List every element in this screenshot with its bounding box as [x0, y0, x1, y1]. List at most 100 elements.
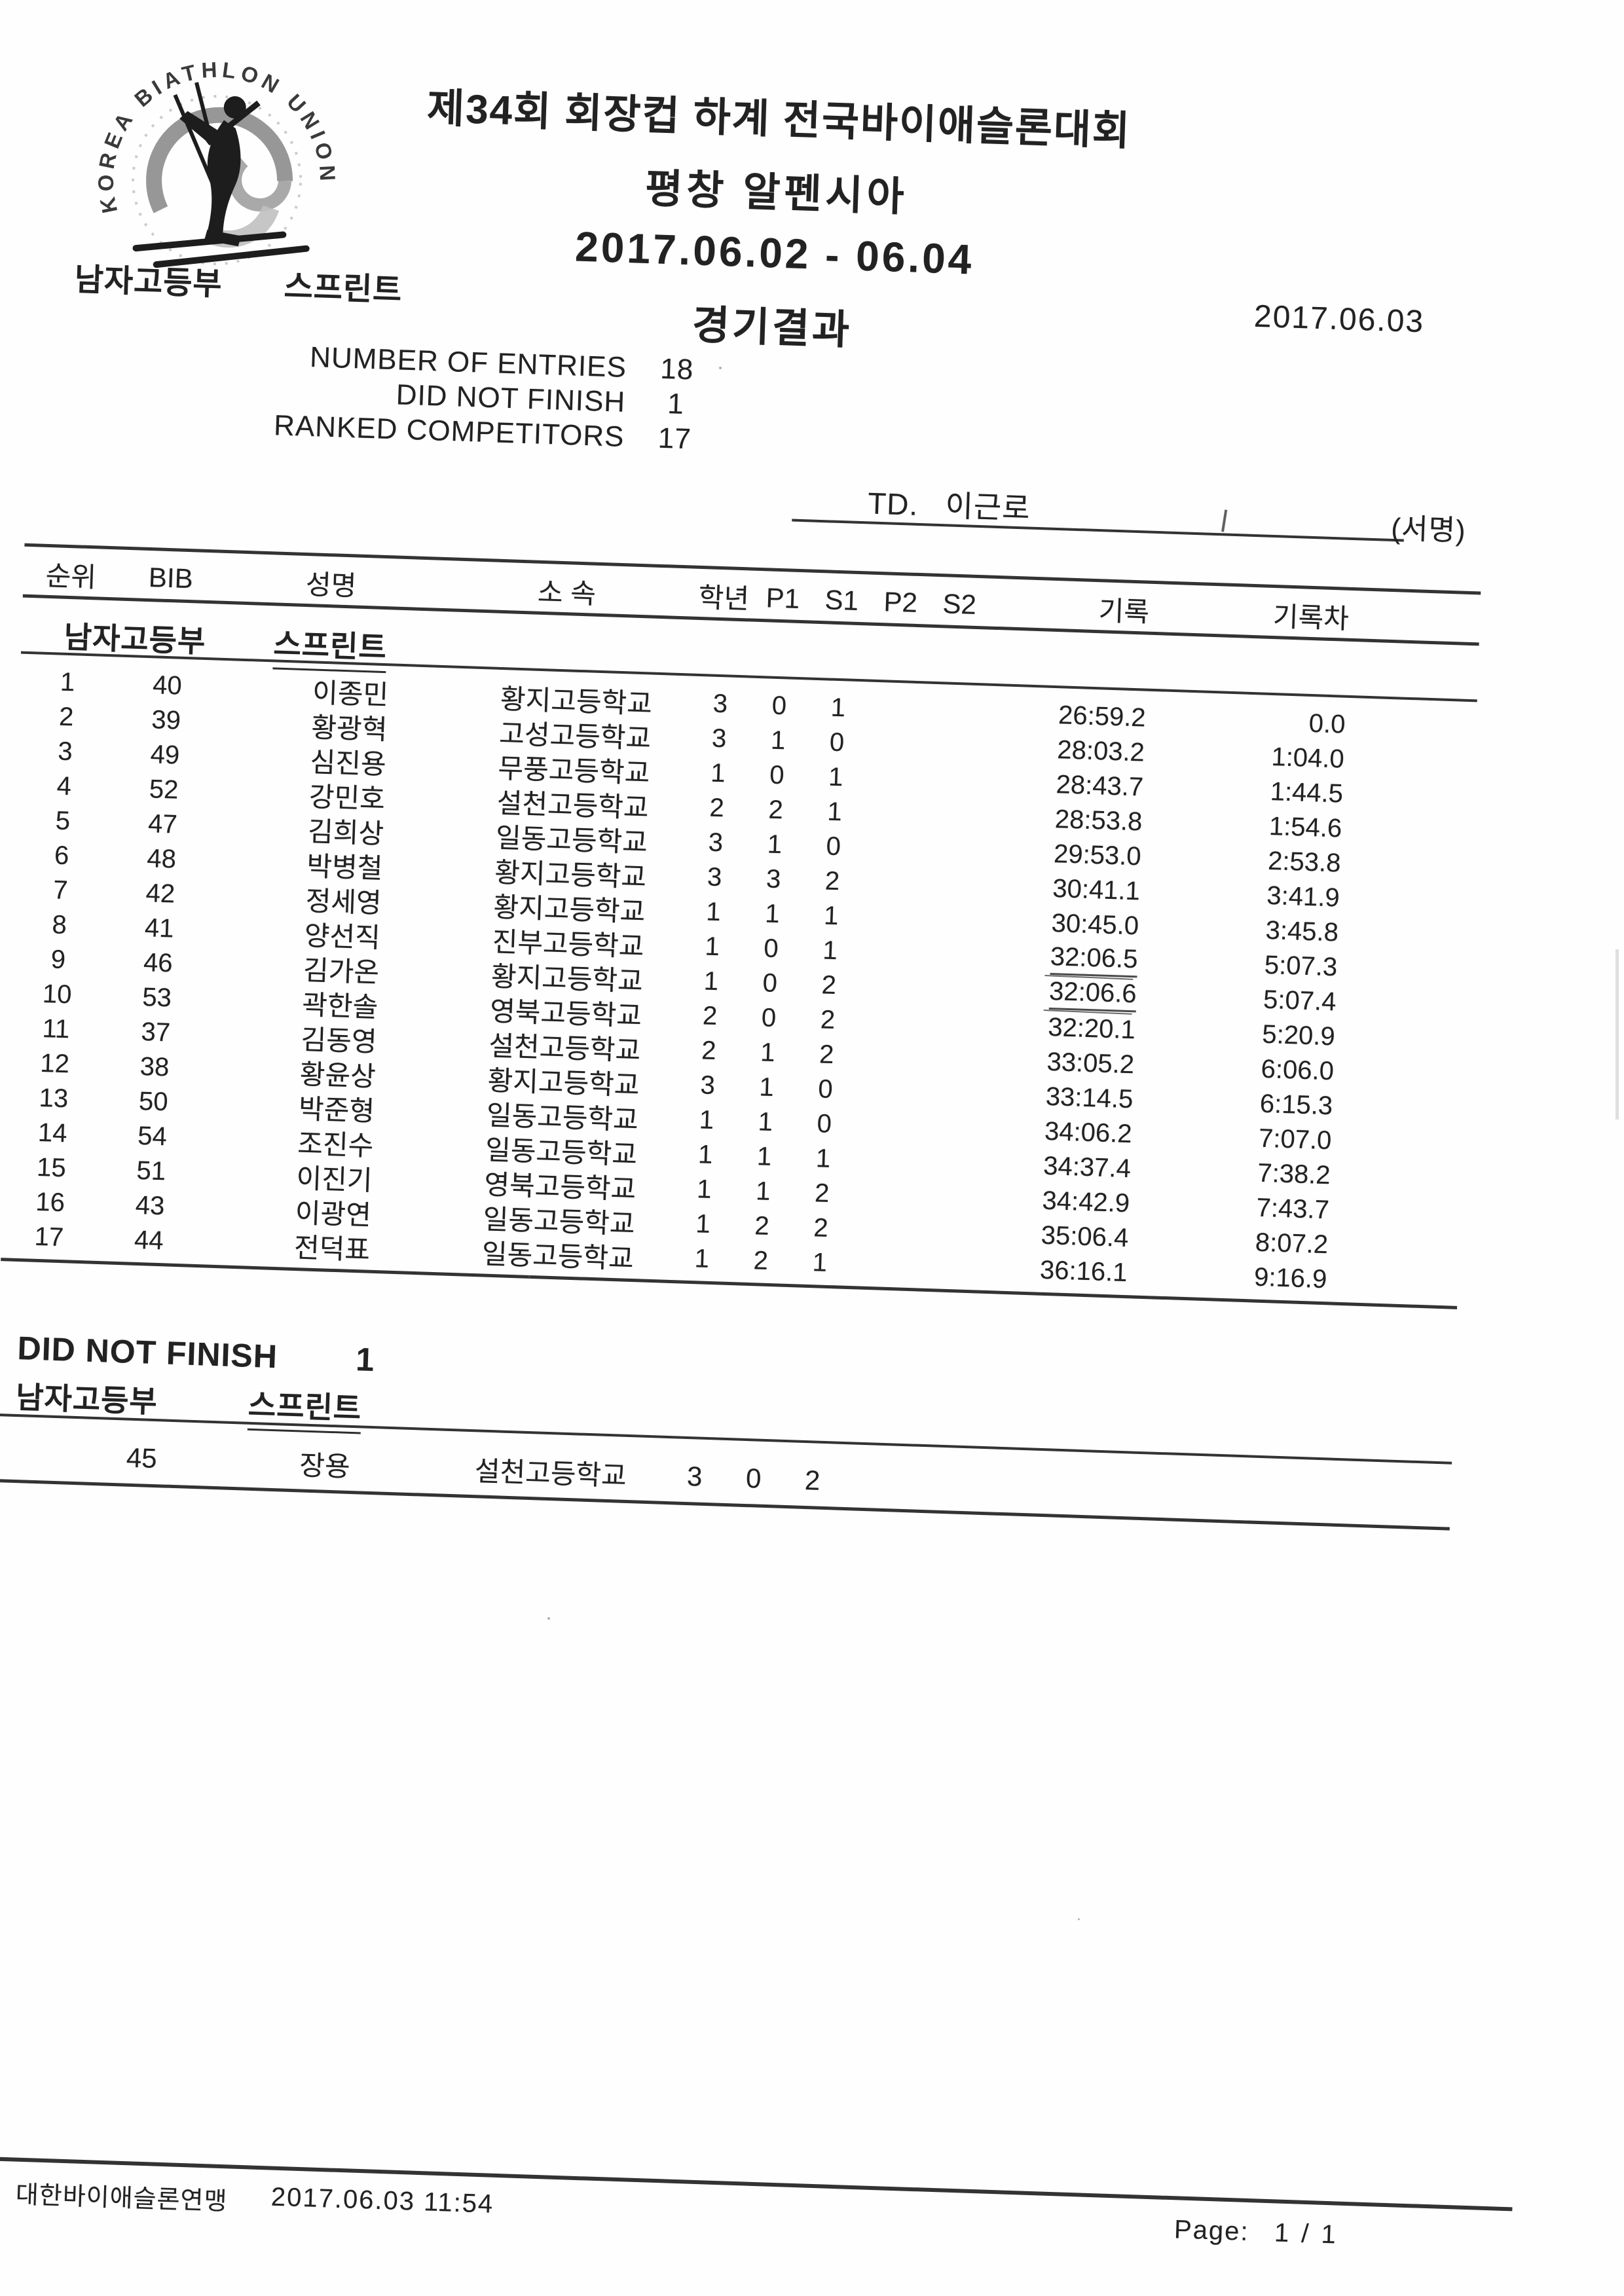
cell-rank: 15: [36, 1152, 67, 1183]
cell-s1: 1: [823, 901, 840, 931]
cell-s2: [919, 919, 978, 921]
cell-p2: [858, 987, 917, 989]
cell-grade: 3: [699, 1070, 716, 1101]
col-header-bib: BIB: [148, 561, 194, 594]
cell-name: 장용: [299, 1449, 351, 1482]
cell-record: [960, 1485, 1196, 1493]
cell-rank: 13: [38, 1083, 69, 1114]
td-line: TD. 이근로: [867, 479, 1031, 528]
cell-bib: 46: [143, 948, 174, 978]
cell-s2: [913, 1093, 972, 1095]
cell-s2: [910, 1197, 969, 1199]
cell-s1: 2: [819, 1040, 835, 1070]
cell-bib: 53: [141, 983, 172, 1013]
cell-p2: [865, 778, 924, 780]
cell-s1: 2: [814, 1178, 830, 1208]
cell-bib: 38: [139, 1051, 170, 1082]
cell-rank: 5: [55, 806, 71, 836]
cell-p1: 1: [756, 1142, 772, 1172]
cell-p1: 0: [771, 691, 787, 721]
cell-bib: 48: [146, 844, 177, 874]
cell-grade: 1: [696, 1175, 712, 1205]
cell-bib: 50: [138, 1086, 169, 1117]
cell-grade: 3: [711, 723, 728, 754]
cell-s1: 2: [821, 970, 837, 1000]
cell-p1: 1: [764, 899, 781, 929]
cell-record: 36:16.1: [1039, 1255, 1128, 1288]
cell-rank: 16: [35, 1187, 65, 1218]
pencil-underlined-record: 32:06.5: [1050, 941, 1139, 977]
cell-grade: 2: [709, 793, 725, 823]
cell-s1: 2: [804, 1464, 821, 1496]
cell-p1: 1: [758, 1072, 775, 1102]
cell-p2: [860, 952, 919, 954]
result-date: 2017.06.03: [1253, 299, 1426, 340]
cell-p1: 0: [763, 934, 779, 964]
cell-rank: [0, 1453, 89, 1456]
cell-s1: 0: [816, 1109, 832, 1139]
cell-s2: [924, 780, 983, 782]
cell-p2: [853, 1160, 912, 1162]
col-header-diff: 기록차: [1272, 600, 1350, 634]
cell-s1: 1: [811, 1248, 828, 1277]
event-title: 제34회 회장컵 하계 전국바이애슬론대회: [426, 85, 1132, 155]
cell-p1: 1: [760, 1038, 776, 1068]
cell-name: 전덕표: [293, 1231, 371, 1266]
cell-rank: 10: [42, 979, 73, 1010]
td-label: TD.: [867, 486, 919, 522]
cell-rank: 6: [54, 841, 70, 871]
cell-bib: 43: [135, 1190, 166, 1221]
cell-s2: [922, 850, 981, 852]
col-header-grade: 학년: [697, 581, 750, 615]
category-row: 남자고등부 스프린트: [74, 253, 403, 308]
cell-s2: [923, 815, 982, 817]
cell-s2: [921, 884, 980, 886]
dnf-section-label: DID NOT FINISH: [16, 1330, 278, 1376]
cell-grade: 1: [697, 1140, 713, 1170]
cell-grade: 1: [693, 1244, 710, 1273]
cell-s1: 2: [820, 1005, 836, 1035]
cell-bib: 39: [151, 705, 181, 735]
cell-grade: 1: [705, 897, 722, 927]
cell-p1: 1: [767, 829, 783, 860]
cell-p1: 3: [766, 864, 781, 894]
section-event: 스프린트: [272, 620, 388, 674]
cell-p2: [850, 1230, 909, 1231]
signature-label: (서명): [1390, 512, 1467, 547]
cell-p2: [868, 709, 927, 711]
col-header-rank: 순위: [45, 560, 97, 593]
cell-bib: 47: [147, 809, 178, 839]
cell-s1: 1: [830, 693, 846, 723]
logo-sketch-ring: [132, 95, 303, 266]
cell-grade: 1: [703, 966, 719, 996]
ranked-value: 17: [657, 422, 692, 456]
cell-school: 일동고등학교: [481, 1238, 635, 1275]
cell-s1: 1: [826, 797, 843, 827]
cell-p1: 1: [757, 1107, 773, 1137]
cell-p2: [856, 1056, 915, 1058]
cell-rank: 17: [33, 1222, 64, 1252]
col-header-s1: S1: [824, 583, 859, 616]
cell-p1: 2: [752, 1246, 769, 1275]
cell-p2: [842, 1481, 901, 1483]
cell-p2: [855, 1091, 913, 1093]
cell-grade: 1: [695, 1209, 711, 1239]
scan-edge-smudge: [1615, 949, 1619, 1120]
cell-p2: [849, 1264, 908, 1266]
scan-speck: [719, 367, 722, 369]
cell-s1: 1: [828, 762, 844, 792]
cell-bib: 54: [137, 1121, 168, 1152]
cell-s1: 2: [813, 1213, 829, 1243]
cell-p1: 0: [769, 760, 785, 790]
cell-p2: [854, 1125, 913, 1127]
category-label: 남자고등부: [74, 263, 223, 302]
cell-p2: [860, 917, 919, 919]
cell-grade: 3: [712, 689, 728, 719]
cell-bib: 49: [149, 740, 180, 770]
event-label: 스프린트: [283, 269, 403, 308]
cell-s2: [912, 1162, 970, 1164]
cell-rank: 2: [58, 702, 75, 732]
dnf-row: 45 장용 설천고등학교 3 0 2: [0, 1433, 1425, 1520]
cell-s1: 0: [817, 1074, 834, 1104]
